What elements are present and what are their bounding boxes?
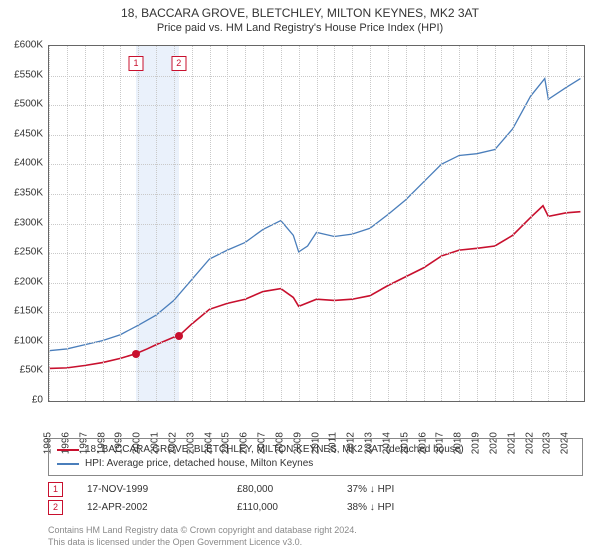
y-tick-label: £450K: [14, 128, 43, 139]
gridline-v: [120, 46, 121, 401]
gridline-v: [406, 46, 407, 401]
y-tick-label: £250K: [14, 247, 43, 258]
y-tick-label: £50K: [20, 365, 43, 376]
chart-container: 18, BACCARA GROVE, BLETCHLEY, MILTON KEY…: [0, 0, 600, 560]
gridline-v: [67, 46, 68, 401]
y-axis-labels: £0£50K£100K£150K£200K£250K£300K£350K£400…: [0, 45, 45, 400]
gridline-v: [495, 46, 496, 401]
gridline-v: [566, 46, 567, 401]
gridline-v: [352, 46, 353, 401]
footer-line2: This data is licensed under the Open Gov…: [48, 536, 583, 548]
gridline-v: [548, 46, 549, 401]
gridline-v: [156, 46, 157, 401]
sales-row: 2 12-APR-2002£110,00038% ↓ HPI: [48, 498, 583, 516]
y-tick-label: £150K: [14, 306, 43, 317]
legend-label: 18, BACCARA GROVE, BLETCHLEY, MILTON KEY…: [85, 443, 464, 457]
legend-swatch: [57, 463, 79, 465]
gridline-v: [49, 46, 50, 401]
title-block: 18, BACCARA GROVE, BLETCHLEY, MILTON KEY…: [0, 0, 600, 34]
gridline-v: [370, 46, 371, 401]
sales-row-price: £80,000: [237, 484, 347, 495]
gridline-v: [210, 46, 211, 401]
gridline-v: [424, 46, 425, 401]
sales-table: 1 17-NOV-1999£80,00037% ↓ HPI 2 12-APR-2002…: [48, 480, 583, 516]
sales-row-pct: 37% ↓ HPI: [347, 484, 457, 495]
sale-marker-box: 2: [171, 56, 186, 71]
gridline-v: [138, 46, 139, 401]
footer-attribution: Contains HM Land Registry data © Crown c…: [48, 524, 583, 548]
gridline-v: [317, 46, 318, 401]
legend-row: HPI: Average price, detached house, Milt…: [57, 457, 574, 471]
y-tick-label: £100K: [14, 335, 43, 346]
legend-label: HPI: Average price, detached house, Milt…: [85, 457, 313, 471]
y-tick-label: £600K: [14, 40, 43, 51]
sales-row-date: 17-NOV-1999: [87, 484, 237, 495]
legend-row: 18, BACCARA GROVE, BLETCHLEY, MILTON KEY…: [57, 443, 574, 457]
chart-plot-area: 12: [48, 45, 585, 402]
series-property: [49, 206, 580, 369]
gridline-v: [227, 46, 228, 401]
gridline-v: [281, 46, 282, 401]
y-tick-label: £0: [32, 395, 43, 406]
gridline-v: [299, 46, 300, 401]
gridline-v: [263, 46, 264, 401]
sale-marker-dot: [132, 350, 140, 358]
gridline-v: [388, 46, 389, 401]
gridline-v: [334, 46, 335, 401]
gridline-v: [477, 46, 478, 401]
sale-marker-dot: [175, 332, 183, 340]
title-sub: Price paid vs. HM Land Registry's House …: [0, 22, 600, 34]
gridline-v: [459, 46, 460, 401]
gridline-v: [174, 46, 175, 401]
sales-row-date: 12-APR-2002: [87, 502, 237, 513]
y-tick-label: £500K: [14, 99, 43, 110]
x-axis-labels: 1995199619971998199920002001200220032004…: [48, 402, 583, 436]
gridline-v: [441, 46, 442, 401]
gridline-v: [245, 46, 246, 401]
gridline-v: [103, 46, 104, 401]
y-tick-label: £350K: [14, 187, 43, 198]
sale-marker-box: 1: [129, 56, 144, 71]
sales-row-price: £110,000: [237, 502, 347, 513]
footer-line1: Contains HM Land Registry data © Crown c…: [48, 524, 583, 536]
legend-swatch: [57, 449, 79, 451]
y-tick-label: £550K: [14, 69, 43, 80]
sales-row-pct: 38% ↓ HPI: [347, 502, 457, 513]
gridline-v: [513, 46, 514, 401]
legend-box: 18, BACCARA GROVE, BLETCHLEY, MILTON KEY…: [48, 438, 583, 476]
y-tick-label: £200K: [14, 276, 43, 287]
gridline-v: [192, 46, 193, 401]
sales-row: 1 17-NOV-1999£80,00037% ↓ HPI: [48, 480, 583, 498]
y-tick-label: £300K: [14, 217, 43, 228]
sales-row-marker: 2: [48, 500, 63, 515]
sales-row-marker: 1: [48, 482, 63, 497]
title-main: 18, BACCARA GROVE, BLETCHLEY, MILTON KEY…: [0, 6, 600, 20]
gridline-v: [85, 46, 86, 401]
series-hpi: [49, 79, 580, 351]
gridline-v: [531, 46, 532, 401]
y-tick-label: £400K: [14, 158, 43, 169]
